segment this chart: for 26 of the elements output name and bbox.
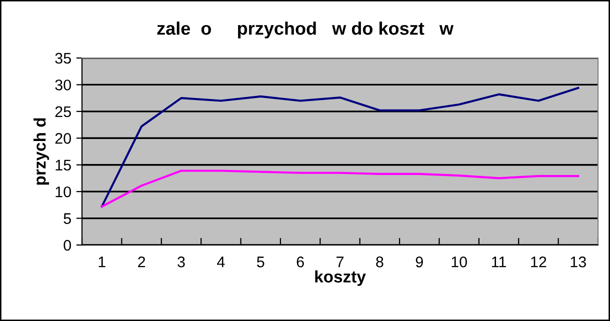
- y-tick-label: 25: [55, 106, 71, 118]
- y-tick-label: 20: [55, 133, 71, 144]
- x-tick-label: 8: [376, 256, 384, 268]
- line-series: [100, 170, 580, 208]
- x-tick-label: 7: [336, 256, 344, 268]
- x-tick-label: 12: [531, 256, 546, 268]
- y-tick-label: 5: [64, 213, 71, 224]
- y-axis-title: przych d: [34, 118, 50, 185]
- x-tick-label: 5: [256, 256, 264, 268]
- chart-title: zale o przychod w do koszt w: [157, 22, 454, 38]
- x-tick-label: 2: [138, 256, 146, 268]
- y-tick-label: 35: [55, 52, 71, 64]
- x-tick-label: 3: [178, 256, 185, 268]
- x-tick-label: 10: [452, 256, 467, 268]
- y-tick-label: 15: [56, 160, 71, 171]
- x-tick-label: 9: [416, 256, 423, 268]
- x-tick-label: 6: [296, 256, 304, 268]
- x-axis-title: koszty: [315, 270, 366, 286]
- x-tick-label: 13: [570, 256, 586, 268]
- x-tick-label: 11: [492, 256, 506, 268]
- y-tick-label: 30: [55, 80, 71, 90]
- line-series: [100, 86, 580, 208]
- y-tick-label: 0: [64, 240, 71, 251]
- x-tick-label: 1: [98, 256, 106, 268]
- x-tick-label: 4: [217, 256, 225, 268]
- y-tick-label: 10: [56, 186, 71, 198]
